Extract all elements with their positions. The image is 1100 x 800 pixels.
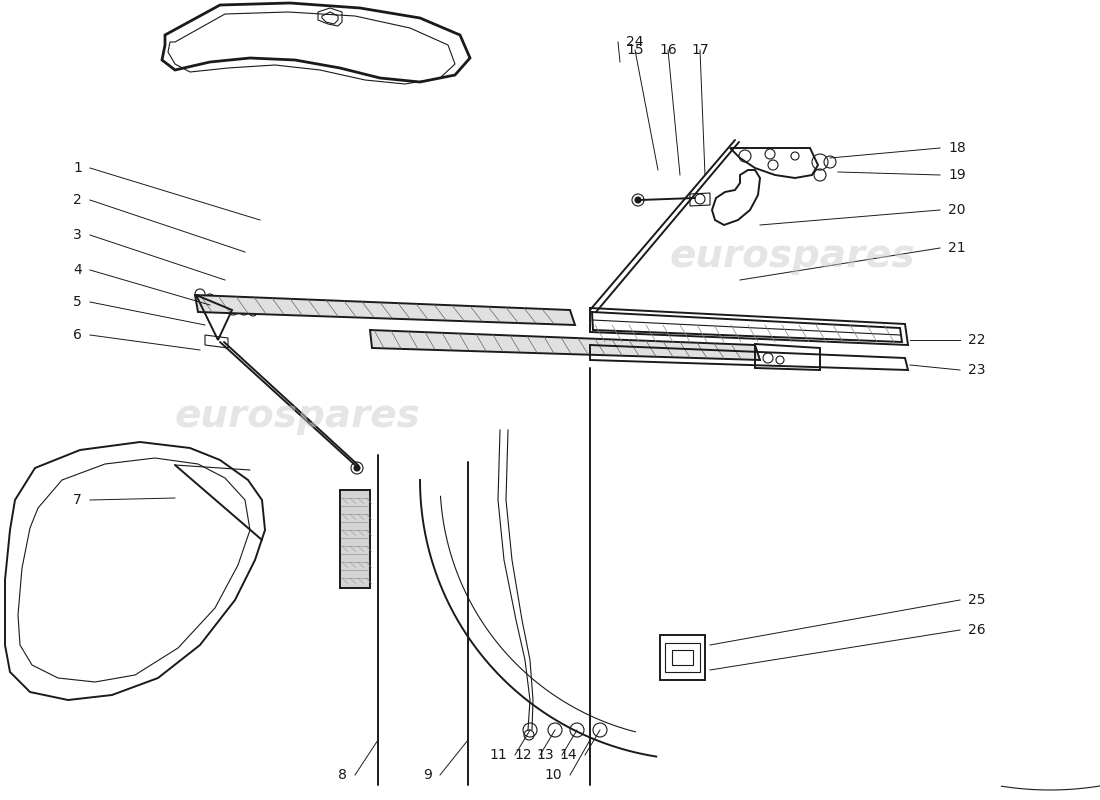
Polygon shape (195, 295, 575, 325)
Text: 5: 5 (74, 295, 82, 309)
Text: 16: 16 (659, 43, 676, 57)
Text: 22: 22 (968, 333, 986, 347)
Text: 14: 14 (560, 748, 578, 762)
Text: 23: 23 (968, 363, 986, 377)
Text: 20: 20 (948, 203, 966, 217)
Text: 21: 21 (948, 241, 966, 255)
Text: 10: 10 (544, 768, 562, 782)
Text: eurospares: eurospares (174, 397, 420, 435)
Text: 8: 8 (338, 768, 346, 782)
Text: 24: 24 (626, 35, 644, 49)
Polygon shape (370, 330, 760, 360)
Text: 25: 25 (968, 593, 986, 607)
Text: 4: 4 (74, 263, 82, 277)
Circle shape (635, 197, 641, 203)
Text: 11: 11 (490, 748, 507, 762)
Text: 18: 18 (948, 141, 966, 155)
Text: 12: 12 (515, 748, 532, 762)
Text: 13: 13 (537, 748, 554, 762)
Text: 15: 15 (626, 43, 644, 57)
Text: 2: 2 (74, 193, 82, 207)
Text: 26: 26 (968, 623, 986, 637)
Text: 7: 7 (74, 493, 82, 507)
Text: 19: 19 (948, 168, 966, 182)
Text: 9: 9 (424, 768, 432, 782)
Text: 3: 3 (74, 228, 82, 242)
Circle shape (354, 465, 360, 471)
Text: 17: 17 (691, 43, 708, 57)
Text: eurospares: eurospares (669, 237, 915, 275)
Polygon shape (340, 490, 370, 588)
Text: 6: 6 (73, 328, 82, 342)
Text: 1: 1 (73, 161, 82, 175)
